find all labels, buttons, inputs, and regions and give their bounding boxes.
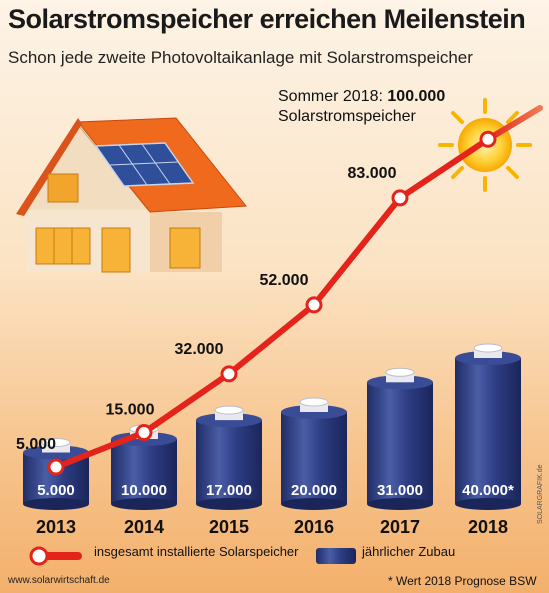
x-tick-label: 2015 <box>209 517 249 537</box>
x-axis: 2013 2014 2015 2016 2017 2018 <box>36 517 508 537</box>
annotation-line-2: Solarstromspeicher <box>278 108 416 125</box>
battery-bottom <box>111 498 177 510</box>
legend-line-swatch <box>29 546 82 566</box>
line-extension <box>485 105 543 143</box>
source-url: www.solarwirtschaft.de <box>8 575 110 586</box>
battery-terminal <box>42 442 70 453</box>
bar-value-label: 20.000 <box>291 482 337 499</box>
battery-terminal <box>300 402 328 412</box>
line-value-label: 15.000 <box>106 402 155 419</box>
line-series <box>47 105 543 476</box>
x-tick-label: 2013 <box>36 517 76 537</box>
battery-bottom <box>455 498 521 510</box>
bar-series: 5.000 10.000 17.000 20.000 31.000 40.000* <box>23 343 521 510</box>
annotation-line-1: Sommer 2018: 100.000 <box>278 87 445 107</box>
x-tick-label: 2018 <box>468 517 508 537</box>
line-point <box>391 189 409 207</box>
battery-terminal-top <box>473 343 503 353</box>
battery-bottom <box>367 498 433 510</box>
battery-body <box>367 382 433 504</box>
line-point <box>305 296 323 314</box>
x-tick-label: 2016 <box>294 517 334 537</box>
line-value-label: 52.000 <box>260 272 309 289</box>
battery-body <box>281 412 347 504</box>
line-value-label: 83.000 <box>348 165 397 182</box>
house-illustration <box>16 117 247 273</box>
battery-bottom <box>281 498 347 510</box>
battery-body <box>455 358 521 504</box>
line-point <box>47 458 65 476</box>
window-ground <box>35 227 91 265</box>
window-attic <box>47 173 79 203</box>
battery-terminal <box>474 348 502 358</box>
data-labels: 5.000 15.000 32.000 52.000 83.000 <box>16 165 397 453</box>
battery-bar: 31.000 <box>367 367 433 510</box>
legend-line-label: insgesamt installierte Solarspeicher <box>94 544 299 559</box>
battery-bottom <box>23 498 89 510</box>
battery-terminal-top <box>41 438 71 447</box>
battery-terminal-top <box>385 367 415 377</box>
battery-bottom <box>196 498 262 510</box>
milestone-annotation: Sommer 2018: 100.000 Solarstromspeicher <box>278 87 445 127</box>
solar-panel-grid <box>118 144 148 186</box>
battery-bar: 17.000 <box>196 405 262 510</box>
line-point <box>220 365 238 383</box>
solar-panel-grid <box>141 143 171 185</box>
series-line <box>54 136 490 470</box>
bar-value-label: 17.000 <box>206 482 252 499</box>
battery-bar: 20.000 <box>281 397 347 510</box>
legend-bar-label: jährlicher Zubau <box>362 544 456 559</box>
sun-rays <box>438 98 532 192</box>
legend: insgesamt installierte Solarspeicher jäh… <box>0 544 549 568</box>
line-point <box>479 130 497 148</box>
legend-bar-swatch <box>316 548 356 564</box>
bar-value-label: 10.000 <box>121 482 167 499</box>
house-door <box>101 227 131 273</box>
battery-terminal-top <box>214 405 244 415</box>
annotation-value: 100.000 <box>387 88 446 105</box>
x-tick-label: 2014 <box>124 517 164 537</box>
battery-body <box>111 439 177 504</box>
chart-title: Solarstromspeicher erreichen Meilenstein <box>8 4 526 34</box>
x-tick-label: 2017 <box>380 517 420 537</box>
bar-value-label: 40.000* <box>462 482 514 499</box>
chart-subtitle: Schon jede zweite Photovoltaikanlage mit… <box>8 48 473 67</box>
annotation-prefix: Sommer 2018: <box>278 88 388 105</box>
window-side <box>169 227 201 269</box>
battery-terminal <box>386 372 414 383</box>
bar-value-label: 31.000 <box>377 482 423 499</box>
line-point <box>135 424 153 441</box>
battery-body <box>196 420 262 504</box>
roof-edge <box>16 118 82 216</box>
footnote: * Wert 2018 Prognose BSW <box>388 574 537 588</box>
solar-panel-grid <box>109 161 179 166</box>
battery-terminal <box>215 410 243 421</box>
battery-bar: 40.000* <box>455 343 521 510</box>
line-value-label: 32.000 <box>175 341 224 358</box>
battery-terminal-top <box>299 397 329 407</box>
bar-value-label: 5.000 <box>37 482 75 499</box>
line-value-label: 5.000 <box>16 436 56 453</box>
watermark-text: SOLARGRAFIK.de <box>537 464 544 524</box>
